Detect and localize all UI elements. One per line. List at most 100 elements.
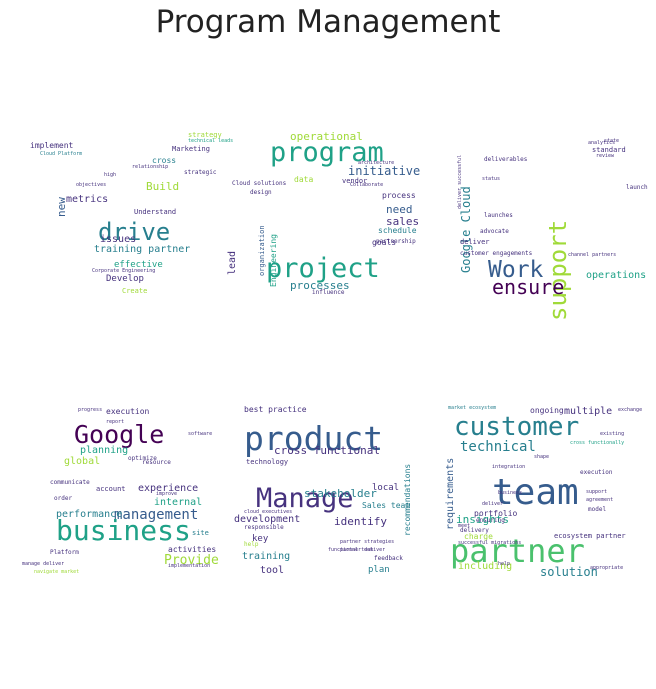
word-cloud-word: launches: [484, 212, 513, 219]
word-cloud-word: key: [252, 534, 269, 544]
word-cloud-panel: customer team partner technical solution requ…: [440, 400, 642, 600]
word-cloud-word: Work: [488, 257, 544, 283]
word-cloud-word: optimize: [128, 455, 157, 462]
word-cloud-word: plan: [368, 565, 390, 575]
word-cloud-word: initiative: [348, 164, 421, 178]
word-cloud-word: meet: [458, 523, 471, 529]
word-cloud-word: portfolio: [474, 509, 518, 518]
word-cloud-word: process: [382, 191, 416, 200]
word-cloud-word: customer: [454, 412, 580, 442]
word-cloud-word: launch: [626, 184, 648, 191]
word-cloud-word: successful migrations: [458, 540, 522, 546]
word-cloud-panel: program project initiative operational data C…: [227, 125, 428, 325]
word-cloud-word: experience: [138, 483, 199, 494]
word-cloud-word: Develop: [106, 274, 144, 284]
word-cloud-panel: product Manage cross functional best practi…: [232, 400, 428, 600]
word-cloud-word: improve: [156, 491, 178, 497]
word-cloud-word: integration: [492, 464, 526, 470]
word-cloud-word: implement: [30, 141, 74, 150]
word-cloud-word: deliver: [460, 238, 490, 246]
word-cloud-word: design: [250, 189, 272, 196]
word-cloud-word: standard: [592, 146, 626, 154]
word-cloud-word: appropriate: [590, 565, 624, 571]
word-cloud-word: Create: [122, 287, 148, 295]
word-cloud-word: processes: [290, 279, 350, 292]
word-cloud-word: technical: [460, 439, 536, 455]
word-cloud-word: advocate: [480, 228, 509, 235]
word-cloud-word: support: [586, 489, 608, 495]
word-cloud-word: help: [498, 561, 511, 567]
word-cloud-word: partner deliver: [340, 547, 386, 553]
word-cloud-word: partner strategies: [340, 539, 395, 545]
word-cloud-word: local: [372, 483, 400, 493]
word-cloud-word: schedule: [378, 226, 417, 235]
word-cloud-word: technology: [246, 458, 289, 466]
word-cloud-word: Engineering: [269, 234, 278, 287]
word-cloud-word: partnership: [376, 238, 416, 245]
word-cloud-word: execution: [106, 407, 150, 416]
word-cloud-word: training partner: [94, 244, 191, 255]
word-cloud-word: cloud executives: [244, 509, 293, 515]
word-cloud-word: charge: [464, 532, 493, 541]
word-cloud-word: identify: [334, 515, 387, 528]
word-cloud-word: metrics: [66, 194, 109, 205]
word-cloud-word: global: [64, 456, 101, 467]
word-cloud-word: recommendations: [403, 463, 412, 536]
word-cloud-word: ensure: [492, 275, 565, 299]
word-cloud-word: delivery: [460, 527, 489, 534]
word-cloud-word: activities: [168, 545, 217, 554]
word-cloud-word: internal: [154, 497, 203, 508]
word-cloud-word: Cloud solutions: [232, 180, 287, 187]
word-cloud-word: deliver successful: [457, 154, 463, 209]
word-cloud-word: management: [114, 507, 199, 523]
word-cloud-word: strategy: [188, 131, 222, 139]
word-cloud-word: resource: [142, 459, 171, 466]
chart-title: Program Management: [155, 4, 501, 40]
word-cloud-word: shape: [534, 454, 550, 460]
word-cloud-word: including: [458, 561, 513, 572]
word-cloud-word: planning: [80, 445, 129, 456]
word-cloud-word: state: [604, 138, 620, 144]
word-cloud-word: product: [244, 419, 384, 458]
word-cloud-word: execution: [580, 469, 613, 476]
word-cloud-word: Collaborate: [350, 182, 384, 188]
word-cloud-word: agreement: [586, 497, 614, 503]
word-cloud-word: status: [482, 176, 501, 182]
word-cloud-word: relationship: [132, 164, 169, 170]
word-cloud-word: stakeholder: [304, 487, 377, 500]
word-cloud-word: operations: [586, 270, 647, 281]
word-cloud-word: organization: [258, 225, 266, 276]
word-cloud-word: business: [498, 490, 523, 496]
word-cloud-word: functional team: [328, 547, 374, 553]
word-cloud-word: multiple: [564, 406, 613, 417]
word-cloud-word: Cloud Platform: [40, 151, 83, 157]
word-cloud-word: manage deliver: [22, 561, 65, 567]
word-cloud-word: goals: [372, 238, 397, 247]
word-cloud-word: market ecosystem: [448, 405, 497, 411]
word-cloud-word: order: [54, 495, 73, 502]
word-cloud-word: effective: [114, 260, 163, 270]
word-cloud-word: Provide: [164, 553, 219, 568]
word-cloud-word: technical leads: [188, 138, 234, 144]
word-cloud-word: implementation: [168, 563, 211, 569]
word-cloud-word: development: [234, 514, 301, 525]
word-cloud-word: exchange: [618, 407, 643, 413]
word-cloud-word: Understand: [134, 208, 177, 216]
word-cloud-word: customer engagements: [460, 250, 533, 257]
word-cloud-word: insights: [456, 513, 509, 526]
word-cloud-word: partner: [450, 532, 585, 570]
word-cloud-word: vendor: [342, 177, 368, 185]
word-cloud-word: ecosystem partner: [554, 532, 626, 540]
word-cloud-word: performance: [56, 509, 123, 520]
word-cloud-word: review: [596, 153, 615, 159]
word-cloud-word: analytics: [588, 140, 616, 146]
word-cloud-word: tool: [260, 565, 285, 576]
word-cloud-panel: support Work ensure Google Cloud operations d…: [440, 125, 648, 325]
word-cloud-word: communicate: [50, 479, 90, 486]
word-cloud-word: model: [588, 506, 607, 513]
word-cloud-word: requirements: [445, 457, 456, 530]
word-cloud-word: progress: [78, 407, 103, 413]
word-cloud-word: program: [270, 137, 384, 168]
word-cloud-word: ensuring: [476, 517, 505, 524]
word-cloud-word: architecture: [358, 160, 395, 166]
